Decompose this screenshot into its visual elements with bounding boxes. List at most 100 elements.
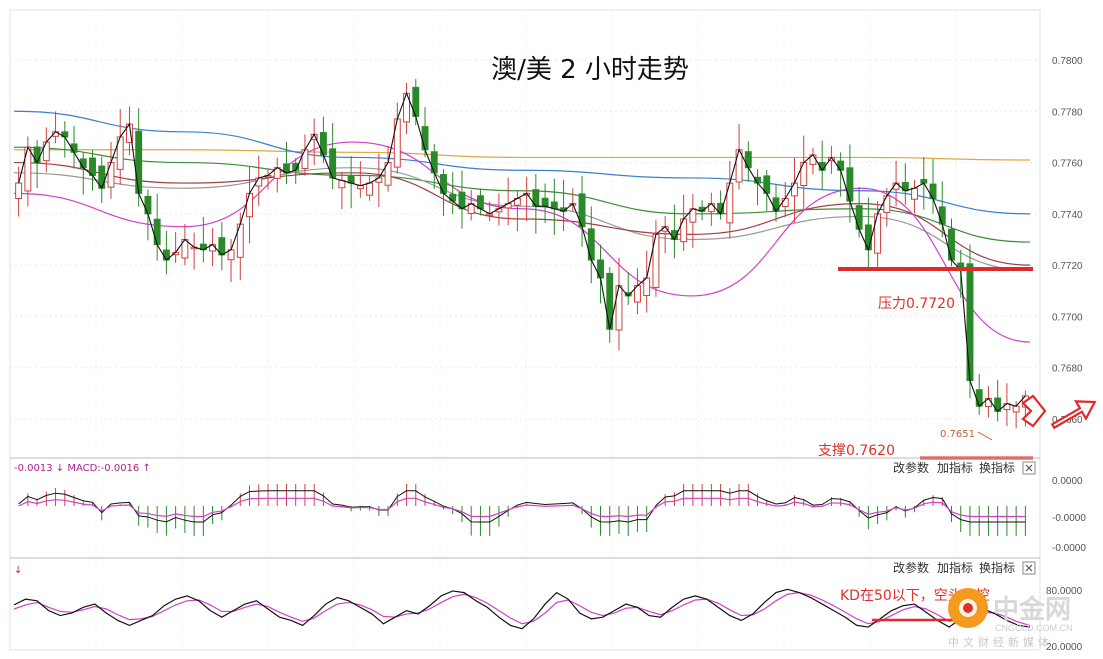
kd-tick-bottom: 20.0000 [1046,642,1083,653]
price-tick-label: 0.7800 [1052,56,1083,67]
low-price-label: 0.7651 [940,429,975,440]
candle [938,181,946,238]
price-line [18,91,1026,413]
candle [643,250,651,313]
candle [172,232,180,263]
candle [772,184,780,222]
candle [107,141,115,199]
candle [550,178,558,235]
kd-switch-indicator-button[interactable]: 换指标 [979,560,1015,575]
kd-toolbar: 改参数 加指标 换指标 [893,560,1036,575]
candle [33,140,41,188]
macd-tick-bottom: -0.0000 [1052,543,1086,554]
candle [79,152,87,195]
candle [338,171,346,210]
kd-lines [13,588,1031,630]
moving-average-line [13,110,1031,215]
candle [670,204,678,259]
candle [781,181,789,217]
candle [218,222,226,271]
candle [162,230,170,275]
candle [846,144,854,223]
candle [476,188,484,216]
candle [726,160,734,239]
low-price-pointer [977,431,993,441]
kd-close-icon[interactable] [1022,561,1036,575]
candle [42,127,50,173]
watermark-domain: CNGOLD.COM.CN [995,623,1073,633]
candle [513,190,521,232]
candle [246,165,253,244]
candle [707,192,715,227]
watermark: 中金网 CNGOLD.COM.CN 中文财经新媒体 [948,588,1073,649]
watermark-tagline: 中文财经新媒体 [948,635,1053,649]
candle [329,123,337,190]
candle [523,176,531,222]
price-tick-label: 0.7740 [1052,210,1083,221]
candle [310,118,318,165]
candle [283,141,290,185]
watermark-brand: 中金网 [993,594,1071,625]
candle [578,175,586,247]
candle [754,169,761,206]
macd-tick-mid: -0.0000 [1052,513,1086,524]
kd-tick-top: 80.0000 [1046,586,1083,597]
kd-k-line [13,588,1031,630]
price-tick-label: 0.7680 [1052,364,1083,375]
candle [809,147,817,175]
candle [52,111,60,144]
candle [98,156,106,204]
kd-add-indicator-button[interactable]: 加指标 [937,560,973,575]
candle [994,379,1002,422]
candle [125,106,133,156]
chart-title: 澳/美 2 小时走势 [491,55,689,85]
kd-change-params-button[interactable]: 改参数 [893,560,929,575]
down-arrow-icon [1021,394,1047,428]
macd-histogram [18,484,1026,536]
candle [800,135,808,210]
kd-d-line [13,591,1031,626]
moving-average-line [13,161,1031,266]
macd-switch-indicator-button[interactable]: 换指标 [979,460,1015,475]
candle [901,163,909,205]
moving-average-line [13,141,1031,343]
price-axis: 0.7800 0.7780 0.7760 0.7740 0.7720 0.7700 0.76… [1052,56,1083,426]
support-label: 支撑0.7620 [818,443,895,459]
candle [652,220,660,297]
candle [818,140,826,189]
candle [975,373,983,415]
candle [403,82,411,134]
moving-average-line [14,149,1031,161]
candle [199,217,207,263]
candle [624,272,632,305]
candle [375,153,383,207]
candle [911,179,919,214]
macd-close-icon[interactable] [1022,461,1036,475]
macd-add-indicator-button[interactable]: 加指标 [937,460,973,475]
candle [874,200,882,272]
price-tick-label: 0.7720 [1052,261,1083,272]
macd-change-params-button[interactable]: 改参数 [893,460,929,475]
candle [560,179,568,232]
candle [153,193,161,261]
macd-tick-top: 0.0000 [1052,476,1083,487]
candle [190,232,198,270]
price-tick-label: 0.7700 [1052,312,1083,323]
grid-lines [9,9,1041,651]
candle [615,257,623,351]
direction-arrow-icon [1050,400,1097,430]
candle [366,176,374,201]
candle [356,161,364,198]
candle [89,150,96,191]
price-tick-label: 0.7780 [1052,107,1083,118]
candle [116,109,124,185]
candle [744,141,752,182]
price-line-layer [18,91,1026,413]
macd-signal-line [18,497,1026,518]
candle [458,170,466,229]
candle [181,223,189,266]
candle [661,216,669,254]
candle [541,183,549,223]
macd-header: -0.0013 ↓ MACD:-0.0016 ↑ [14,463,151,474]
